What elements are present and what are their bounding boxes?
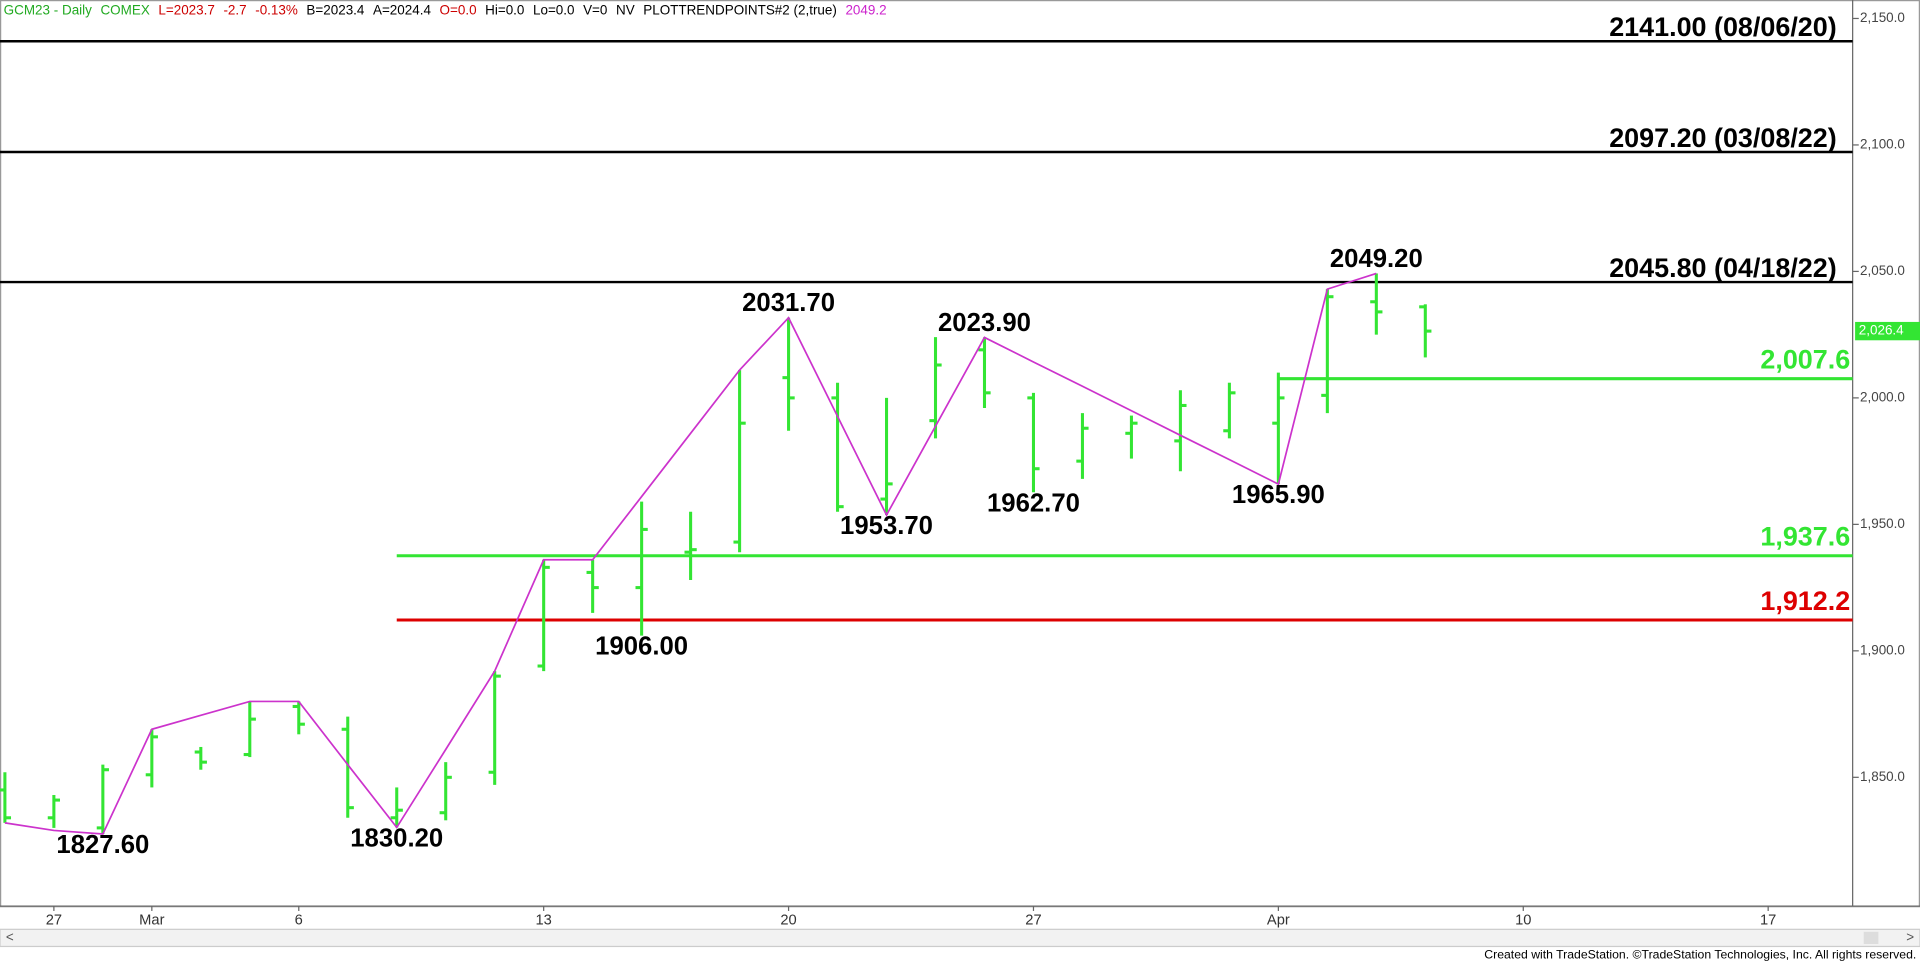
pivot-label: 2031.70 [742, 289, 835, 317]
x-tick-label: 27 [1025, 913, 1041, 929]
header-item: 2049.2 [845, 3, 886, 18]
header-item: COMEX [100, 3, 149, 18]
header-item: -2.7 [223, 3, 246, 18]
header-item: L=2023.7 [158, 3, 215, 18]
pivot-label: 1965.90 [1232, 481, 1325, 509]
scroll-left[interactable]: < [6, 929, 14, 944]
pivot-label: 2049.20 [1330, 245, 1423, 273]
header-item: B=2023.4 [306, 3, 364, 18]
y-tick-label: 1,900.0 [1860, 642, 1905, 657]
y-tick-label: 1,950.0 [1860, 516, 1905, 531]
pivot-label: 1953.70 [840, 512, 933, 540]
trend-line [4, 272, 1377, 835]
x-tick-label: 13 [536, 913, 552, 929]
x-tick-label: 27 [46, 913, 62, 929]
x-tick-label: Mar [139, 913, 164, 929]
level-label: 1,937.6 [1760, 522, 1850, 552]
level-label: 1,912.2 [1760, 586, 1850, 616]
header-item: Lo=0.0 [533, 3, 575, 18]
x-tick-label: Apr [1267, 913, 1290, 929]
last-price-box [1855, 321, 1920, 341]
y-tick-label: 1,850.0 [1860, 769, 1905, 784]
last-price-label: 2,026.4 [1859, 323, 1904, 338]
y-tick-label: 2,000.0 [1860, 389, 1905, 404]
header-item: PLOTTRENDPOINTS#2 (2,true) [643, 3, 837, 18]
level-label: 2,007.6 [1760, 345, 1850, 375]
scroll-thumb[interactable] [1863, 931, 1879, 945]
level-label: 2045.80 (04/18/22) [1609, 253, 1837, 283]
header-item: V=0 [583, 3, 607, 18]
y-tick-label: 2,150.0 [1860, 10, 1905, 25]
x-tick-label: 17 [1760, 913, 1776, 929]
header-item: GCM23 - Daily [4, 3, 92, 18]
footer: Created with TradeStation. ©TradeStation… [1484, 947, 1916, 961]
pivot-label: 1962.70 [987, 489, 1080, 517]
x-tick-label: 6 [295, 913, 303, 929]
header-item: NV [616, 3, 635, 18]
pivot-label: 1827.60 [56, 831, 149, 859]
level-label: 2097.20 (03/08/22) [1609, 123, 1837, 153]
scrollbar[interactable] [0, 928, 1920, 948]
x-tick-label: 10 [1515, 913, 1531, 929]
header-item: O=0.0 [440, 3, 477, 18]
pivot-label: 1906.00 [595, 633, 688, 661]
pivot-label: 1830.20 [350, 824, 443, 852]
y-tick-label: 2,050.0 [1860, 263, 1905, 278]
y-tick-label: 2,100.0 [1860, 137, 1905, 152]
header-item: A=2024.4 [373, 3, 431, 18]
pivot-label: 2023.90 [938, 309, 1031, 337]
x-tick-label: 20 [780, 913, 796, 929]
level-label: 2141.00 (08/06/20) [1609, 12, 1837, 42]
header-item: Hi=0.0 [485, 3, 524, 18]
header-item: -0.13% [255, 3, 298, 18]
scroll-right[interactable]: > [1906, 929, 1914, 944]
